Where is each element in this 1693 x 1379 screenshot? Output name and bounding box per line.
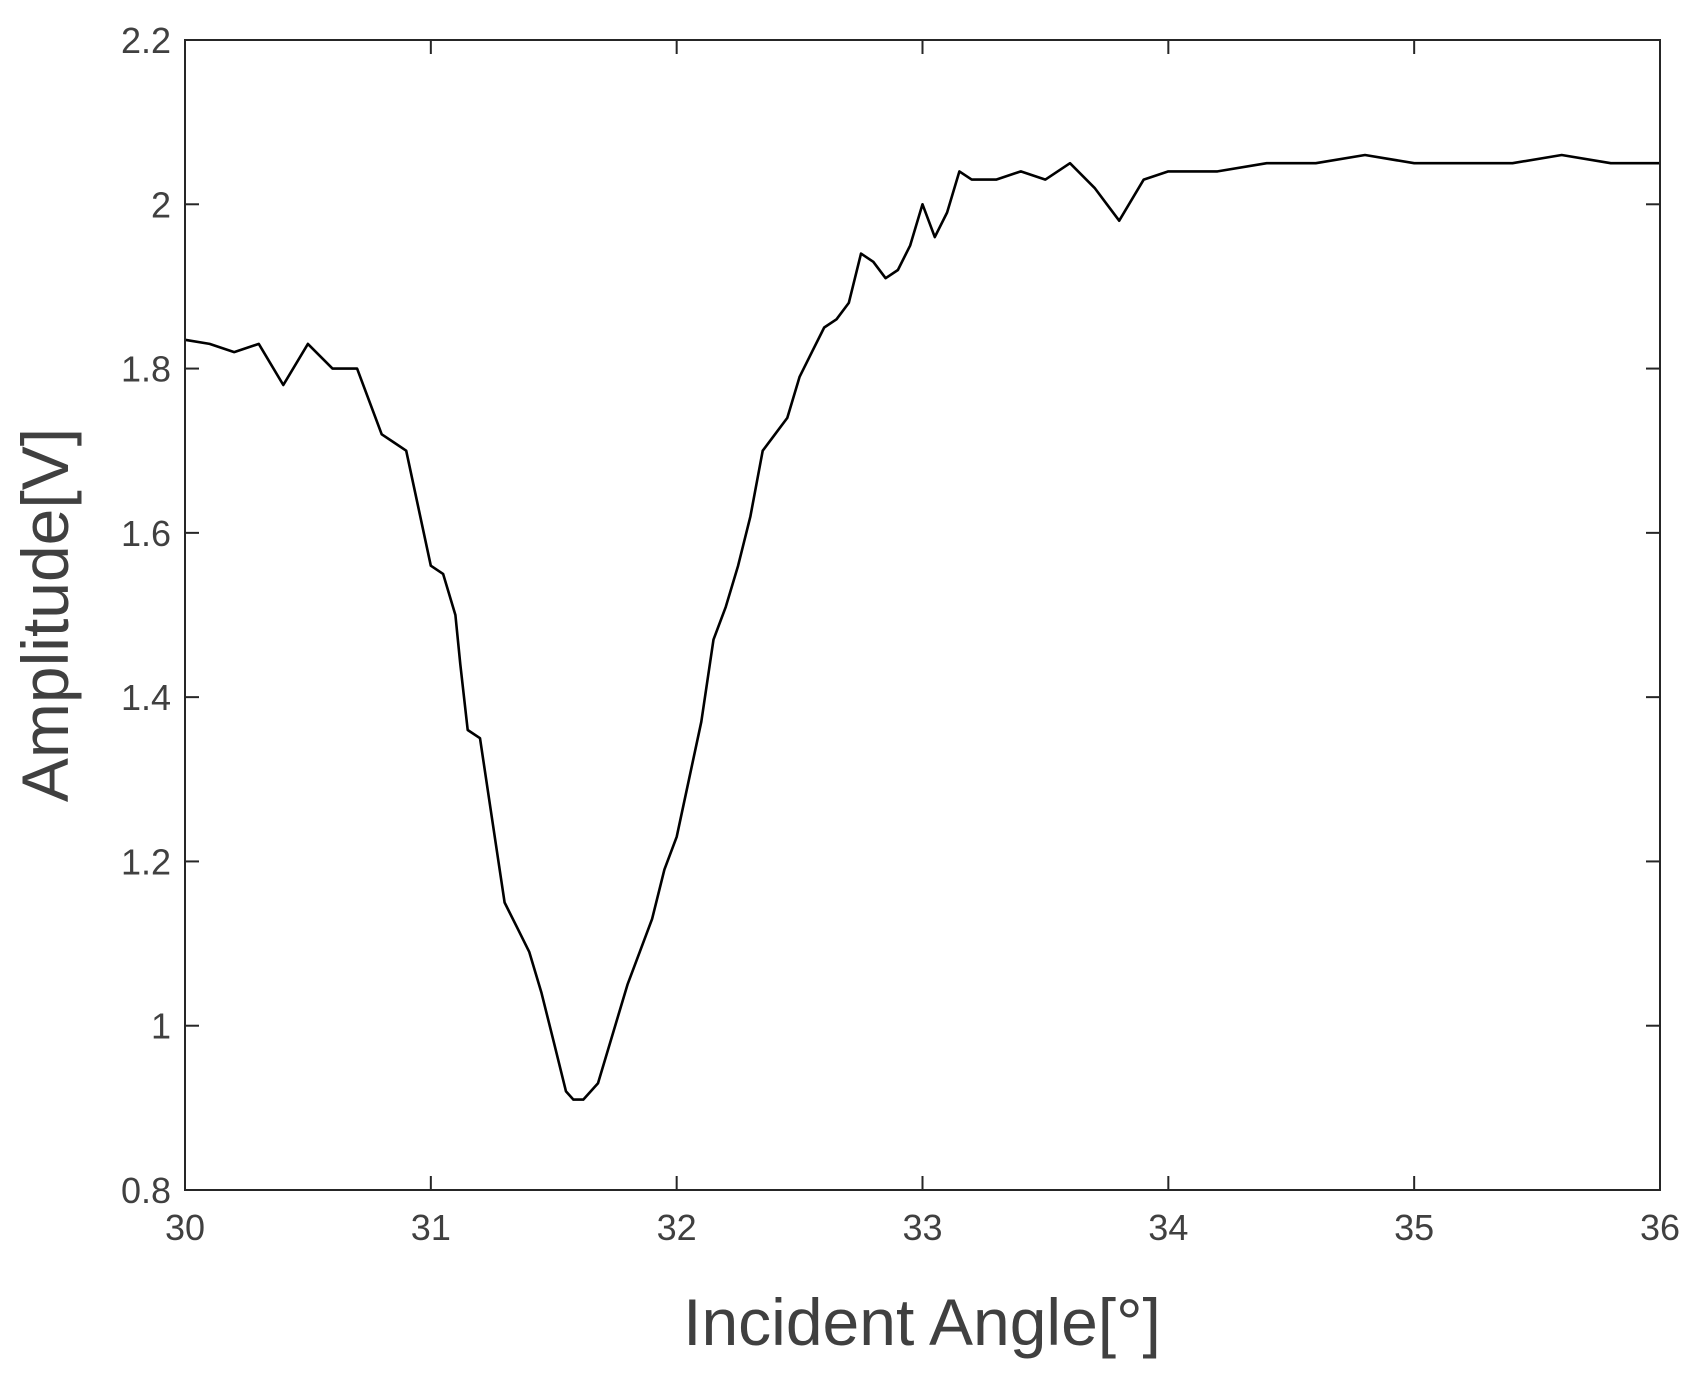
x-tick-label: 34 (1148, 1207, 1188, 1248)
x-tick-label: 30 (165, 1207, 205, 1248)
x-tick-label: 33 (902, 1207, 942, 1248)
y-tick-label: 0.8 (121, 1170, 171, 1211)
x-tick-label: 35 (1394, 1207, 1434, 1248)
y-tick-label: 1.2 (121, 841, 171, 882)
series-line (184, 153, 1660, 1101)
x-axis-title: Incident Angle[°] (683, 1285, 1161, 1359)
y-tick-label: 1 (151, 1006, 171, 1047)
plot-frame (184, 39, 1661, 1191)
x-tick-label: 36 (1640, 1207, 1680, 1248)
y-axis-title: Amplitude[V] (8, 428, 82, 802)
y-tick-label: 2 (151, 184, 171, 225)
y-tick-label: 2.2 (121, 20, 171, 61)
x-tick-label: 32 (657, 1207, 697, 1248)
plot-area (185, 40, 1660, 1190)
y-tick-label: 1.6 (121, 513, 171, 554)
y-tick-labels: 0.8 1 1.2 1.4 1.6 1.8 2 2.2 (121, 20, 171, 1211)
x-tick-label: 31 (411, 1207, 451, 1248)
y-tick-label: 1.8 (121, 349, 171, 390)
x-tick-labels: 30 31 32 33 34 35 36 (165, 1207, 1680, 1248)
y-tick-label: 1.4 (121, 677, 171, 718)
